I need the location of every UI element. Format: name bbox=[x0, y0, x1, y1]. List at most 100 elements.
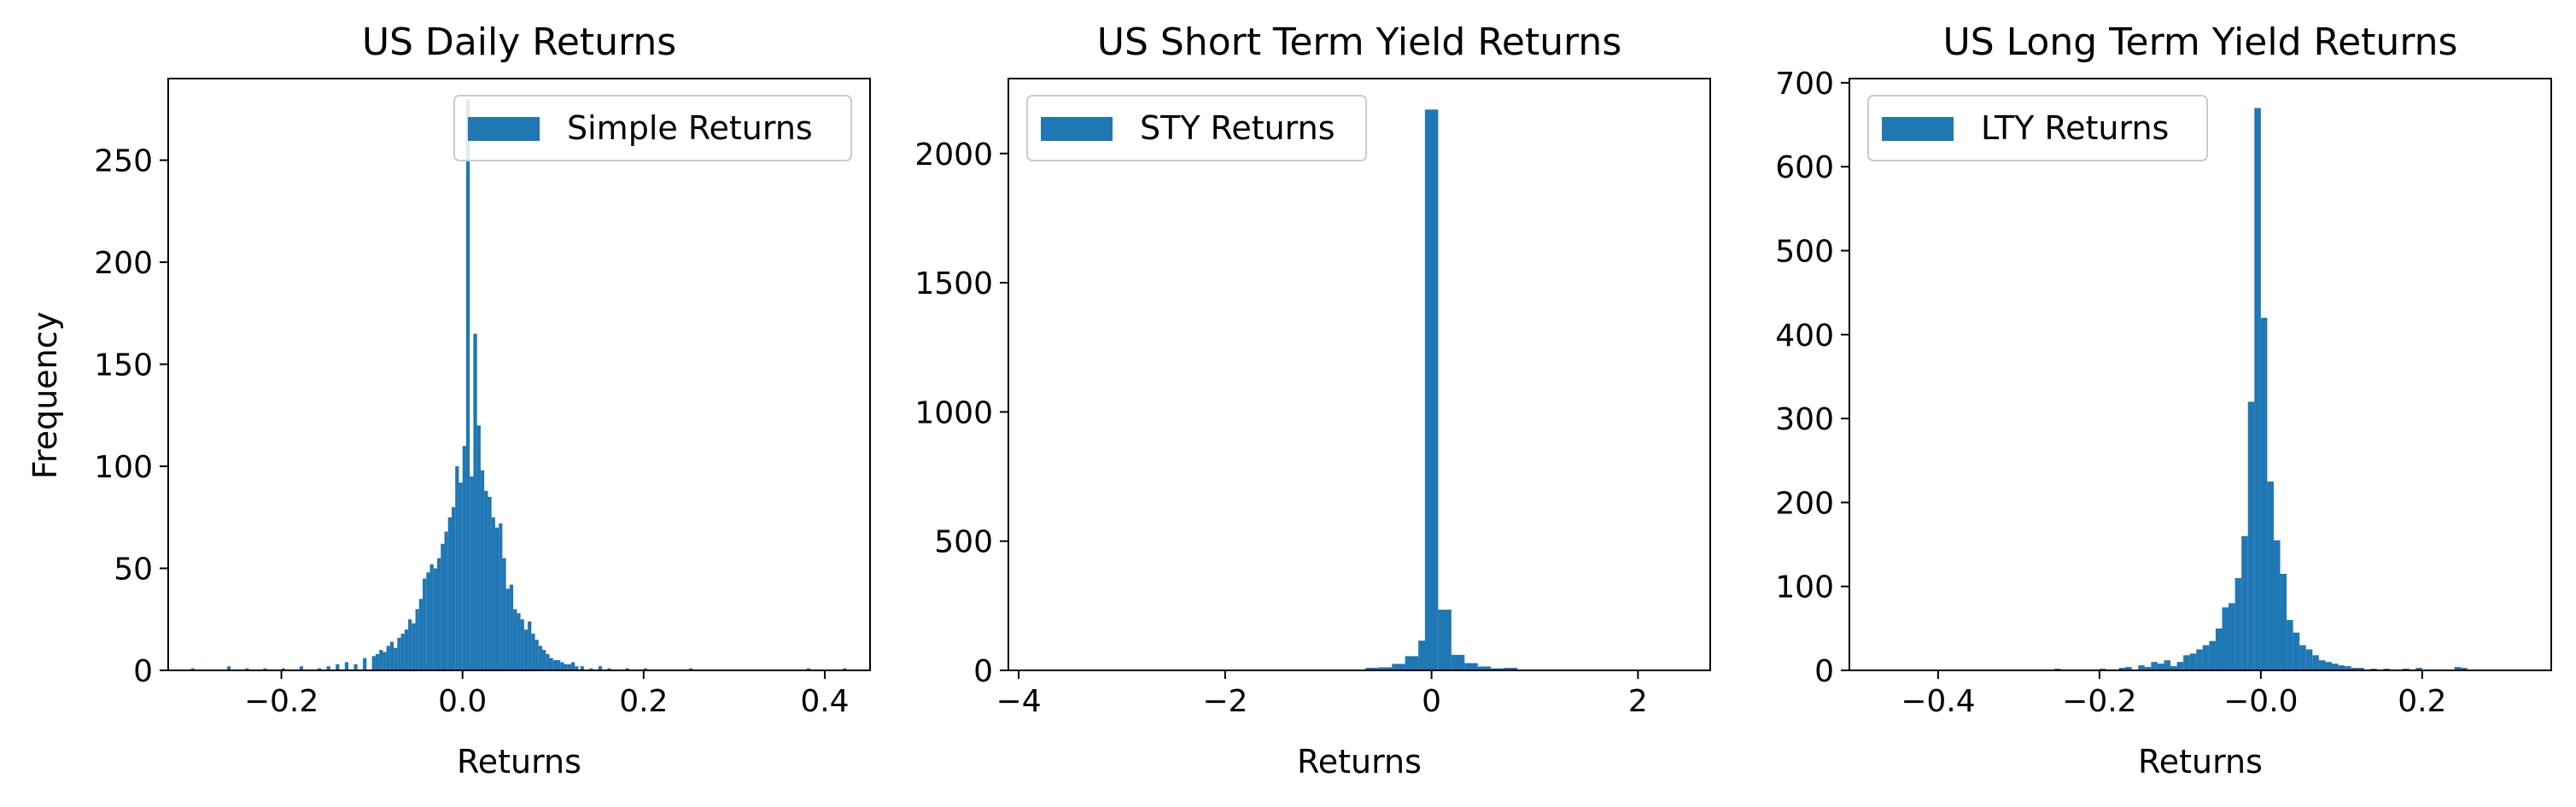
histogram-bar bbox=[488, 496, 492, 670]
histogram-bar bbox=[429, 564, 434, 670]
histogram-bar bbox=[1424, 109, 1439, 670]
histogram-bar bbox=[412, 623, 416, 670]
histogram-bar bbox=[433, 568, 438, 670]
histogram-bar bbox=[447, 517, 452, 670]
histogram-bar bbox=[513, 609, 517, 670]
legend: LTY Returns bbox=[1867, 95, 2208, 161]
histogram-bar bbox=[2151, 662, 2158, 670]
histogram-bar bbox=[484, 490, 488, 670]
histogram-bar bbox=[2189, 653, 2197, 670]
histogram-bar bbox=[2164, 660, 2171, 670]
histogram-bar bbox=[2118, 668, 2126, 670]
y-tick-label: 2000 bbox=[914, 137, 993, 173]
histogram-bar bbox=[2351, 668, 2358, 670]
histogram-bar bbox=[560, 662, 564, 670]
histogram-bar bbox=[534, 640, 539, 670]
histogram-bar bbox=[299, 666, 304, 670]
histogram-bar bbox=[2338, 665, 2345, 670]
histogram-bar bbox=[1438, 609, 1452, 670]
legend-swatch bbox=[468, 117, 540, 141]
histogram-bar bbox=[451, 506, 456, 670]
histogram-bar bbox=[371, 656, 376, 670]
legend-label: STY Returns bbox=[1140, 109, 1335, 147]
y-tick-label: 500 bbox=[1775, 235, 1834, 270]
histogram-bar bbox=[570, 662, 575, 670]
x-tick-label: 0.4 bbox=[800, 684, 849, 719]
histogram-bar bbox=[2247, 401, 2255, 670]
x-axis-label: Returns bbox=[2138, 743, 2263, 781]
y-tick-label: 400 bbox=[1775, 319, 1834, 354]
legend: STY Returns bbox=[1026, 95, 1367, 161]
legend-label: LTY Returns bbox=[1981, 109, 2169, 147]
histogram-bar bbox=[1451, 654, 1465, 670]
histogram-bar bbox=[520, 619, 524, 670]
histogram-bar bbox=[455, 466, 459, 670]
histogram-bar bbox=[688, 668, 693, 670]
histogram-bar bbox=[2183, 655, 2190, 670]
x-tick-label: 0.0 bbox=[438, 684, 487, 719]
histogram-bar bbox=[2461, 668, 2468, 670]
histogram-bar bbox=[509, 584, 514, 670]
histogram-bar bbox=[552, 660, 558, 670]
histogram-bar bbox=[2170, 666, 2177, 670]
histogram-bar bbox=[465, 98, 470, 670]
histogram-bar bbox=[1365, 667, 1379, 670]
histogram-bar bbox=[375, 653, 380, 670]
y-tick-label: 0 bbox=[133, 654, 153, 689]
panel-us-daily-returns: US Daily Returns Frequency Returns −0.2 0… bbox=[26, 20, 871, 781]
histogram-bar bbox=[326, 666, 330, 670]
histogram-bar bbox=[542, 650, 546, 670]
x-tick-label: 0 bbox=[1422, 684, 1441, 719]
histogram-bar bbox=[2144, 667, 2152, 670]
panel-us-short-term-yield-returns: US Short Term Yield Returns Returns −4 −2… bbox=[914, 20, 1711, 781]
histogram-bar bbox=[2305, 649, 2313, 670]
histogram-bar bbox=[575, 666, 579, 670]
histogram-bar bbox=[2157, 664, 2164, 670]
y-ticks: 0 50 100 150 200 250 bbox=[94, 144, 168, 689]
histogram-bar bbox=[528, 621, 532, 670]
x-tick-label: −4 bbox=[996, 684, 1042, 719]
histogram-bar bbox=[2318, 660, 2326, 670]
x-ticks: −4 −2 0 2 bbox=[996, 670, 1648, 719]
histogram-bar bbox=[336, 664, 340, 670]
histogram-bar bbox=[494, 527, 499, 670]
histogram-bar bbox=[546, 653, 550, 670]
histogram-bar bbox=[2267, 481, 2274, 670]
histogram-bar bbox=[2273, 540, 2281, 670]
histogram-bar bbox=[607, 668, 611, 670]
x-tick-label: −0.0 bbox=[2223, 684, 2298, 719]
histogram-bar bbox=[470, 476, 474, 670]
histogram-bar bbox=[1378, 667, 1393, 670]
histogram-bar bbox=[2454, 667, 2462, 670]
histogram-bar bbox=[499, 523, 503, 670]
histogram-bar bbox=[363, 658, 367, 670]
x-axis-label: Returns bbox=[1297, 743, 1422, 781]
histogram-bar bbox=[2299, 645, 2306, 670]
histogram-bar bbox=[2241, 535, 2248, 670]
histogram-bar bbox=[531, 633, 535, 670]
chart-title: US Long Term Yield Returns bbox=[1943, 20, 2458, 64]
histogram-bar bbox=[2234, 577, 2242, 670]
histogram-bar bbox=[441, 543, 445, 670]
histogram-bar bbox=[386, 646, 390, 670]
bars bbox=[1365, 109, 1518, 670]
histogram-bar bbox=[190, 668, 195, 670]
x-tick-label: 0.2 bbox=[2398, 684, 2446, 719]
histogram-bar bbox=[2345, 666, 2351, 670]
histogram-bar bbox=[557, 660, 561, 670]
histogram-bar bbox=[2222, 607, 2229, 670]
histogram-bar bbox=[598, 666, 603, 670]
y-tick-label: 1500 bbox=[914, 266, 993, 301]
bars bbox=[2053, 108, 2468, 670]
histogram-bar bbox=[625, 668, 629, 670]
histogram-bar bbox=[379, 650, 383, 670]
histogram-bar bbox=[2202, 645, 2210, 670]
histogram-bar bbox=[404, 629, 409, 670]
x-tick-label: −0.2 bbox=[244, 684, 318, 719]
histogram-bar bbox=[517, 613, 521, 670]
histogram-bar bbox=[226, 666, 231, 670]
histogram-bar bbox=[643, 668, 648, 670]
x-tick-label: −0.2 bbox=[2062, 684, 2136, 719]
histogram-bar bbox=[426, 572, 430, 670]
histogram-bar bbox=[2254, 108, 2261, 670]
